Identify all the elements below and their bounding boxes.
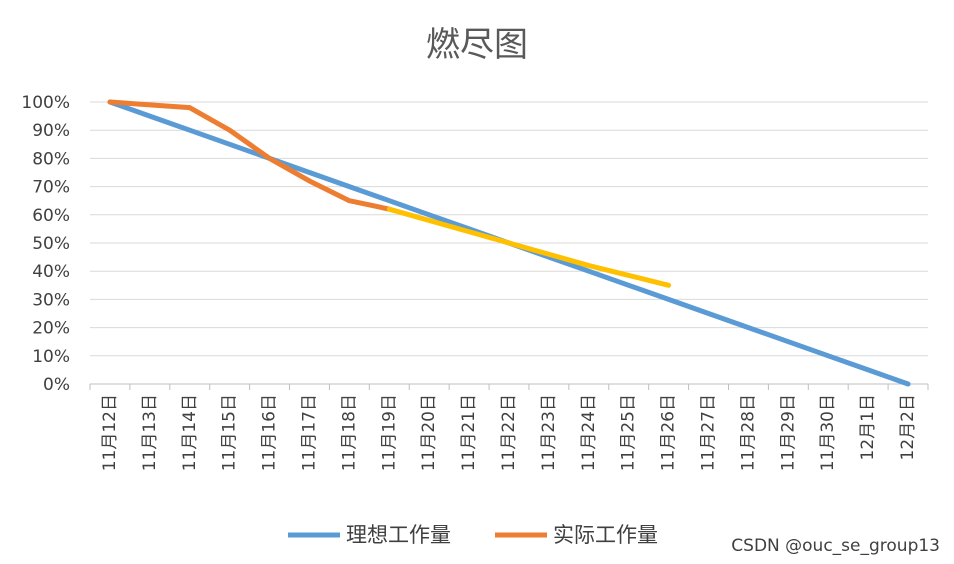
x-tick-label: 11月14日 <box>180 394 200 471</box>
x-tick-label: 11月21日 <box>459 394 479 471</box>
y-tick-label: 80% <box>32 149 70 169</box>
series-line-actual <box>107 99 392 212</box>
x-tick-label: 12月2日 <box>898 394 918 460</box>
x-tick-label: 11月12日 <box>100 394 120 471</box>
x-tick-label: 11月19日 <box>379 394 399 471</box>
x-axis: 11月12日 11月13日 11月14日 11月15日 11月16日 11月17日 11月1… <box>89 383 929 471</box>
x-tick-label: 11月23日 <box>539 394 559 471</box>
y-tick-label: 20% <box>32 319 70 339</box>
x-tick-label: 11月16日 <box>260 394 280 471</box>
chart-title: 燃尽图 <box>426 25 528 65</box>
x-tick-label: 11月15日 <box>220 394 240 471</box>
y-tick-label: 60% <box>32 206 70 226</box>
x-tick-label: 11月13日 <box>140 394 160 471</box>
x-tick-label: 11月25日 <box>619 394 639 471</box>
x-tick-label: 11月28日 <box>738 394 758 471</box>
y-tick-label: 10% <box>32 347 70 367</box>
x-tick-label: 11月26日 <box>659 394 679 471</box>
legend-label-ideal: 理想工作量 <box>346 523 451 547</box>
x-tick-label: 11月29日 <box>778 394 798 471</box>
x-tick-label: 11月17日 <box>299 394 319 471</box>
x-tick-label: 11月18日 <box>339 394 359 471</box>
y-axis-ticks: 0% 10% 20% 30% 40% 50% 60% 70% 80% 90% 100% <box>21 93 70 395</box>
series-line-trend <box>386 206 672 288</box>
y-tick-label: 90% <box>32 121 70 141</box>
series-layer <box>107 99 911 387</box>
x-tick-label: 11月24日 <box>579 394 599 471</box>
legend: 理想工作量 实际工作量 <box>288 523 658 547</box>
y-tick-label: 30% <box>32 290 70 310</box>
x-tick-label: 11月27日 <box>699 394 719 471</box>
y-tick-label: 100% <box>21 93 70 113</box>
y-tick-label: 70% <box>32 178 70 198</box>
x-tick-label: 11月20日 <box>419 394 439 471</box>
y-tick-label: 40% <box>32 262 70 282</box>
x-tick-label: 11月22日 <box>499 394 519 471</box>
y-tick-label: 0% <box>43 375 70 395</box>
x-tick-label: 12月1日 <box>858 394 878 460</box>
legend-label-actual: 实际工作量 <box>553 523 658 547</box>
y-tick-label: 50% <box>32 234 70 254</box>
watermark: CSDN @ouc_se_group13 <box>731 536 940 556</box>
x-tick-label: 11月30日 <box>818 394 838 471</box>
